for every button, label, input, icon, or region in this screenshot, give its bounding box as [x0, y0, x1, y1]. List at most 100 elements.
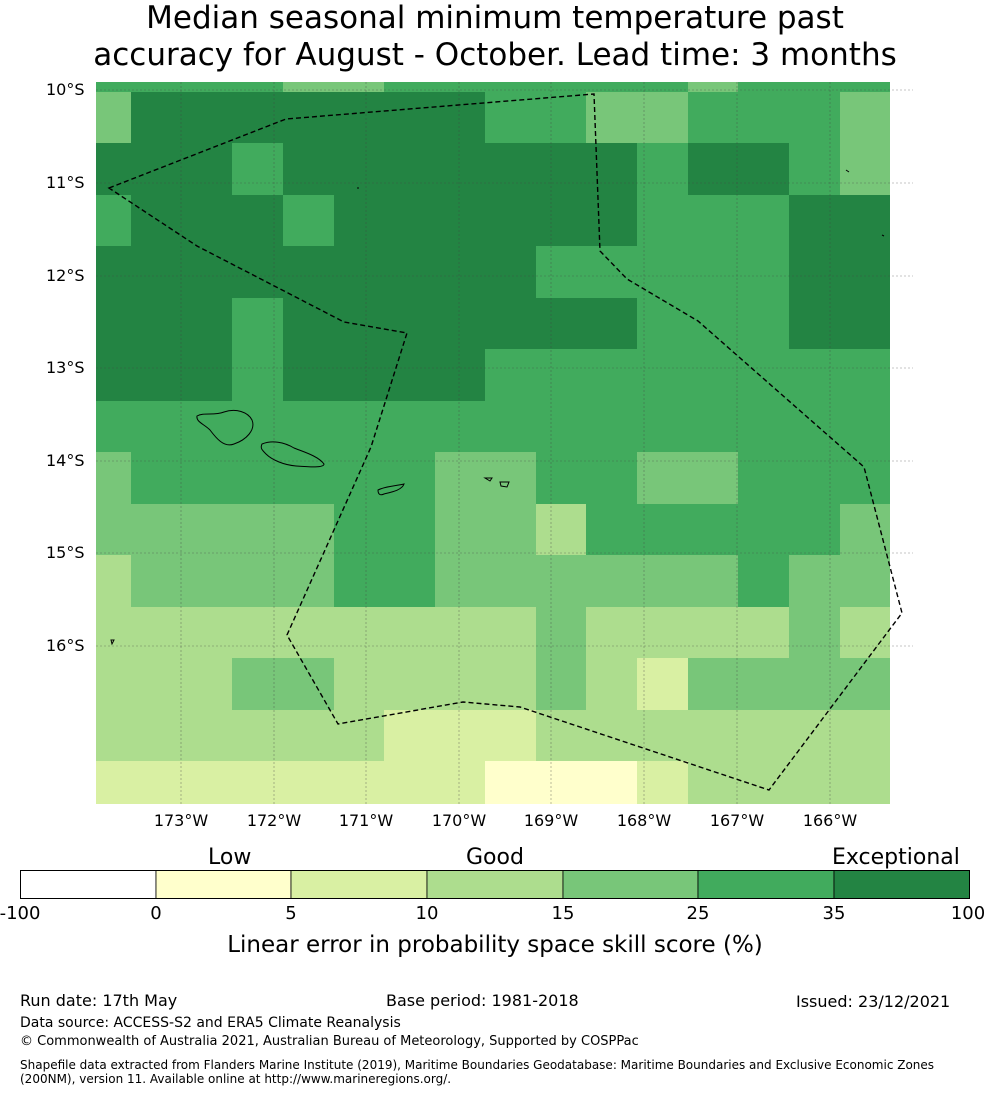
skill-cell: [96, 555, 131, 607]
skill-cell: [637, 298, 688, 349]
skill-cell: [637, 82, 688, 92]
skill-cell: [688, 555, 738, 607]
skill-cell: [232, 143, 283, 195]
skill-cell: [96, 504, 131, 555]
skill-cell: [384, 607, 435, 658]
skill-cell: [738, 82, 789, 92]
skill-cell: [840, 349, 890, 401]
skill-cell: [435, 349, 485, 401]
skill-cell: [96, 82, 131, 92]
skill-cell: [688, 710, 738, 761]
skill-cell: [384, 82, 435, 92]
colorbar-segment: [697, 870, 835, 899]
skill-cell: [232, 92, 283, 143]
skill-cell: [789, 607, 840, 658]
skill-cell: [586, 298, 637, 349]
skill-cell: [435, 452, 485, 504]
lat-label-12s: 12°S: [46, 266, 85, 285]
skill-cell: [435, 143, 485, 195]
skill-cell: [485, 607, 536, 658]
skill-cell: [586, 761, 637, 804]
small-island-east-1: [845, 169, 850, 173]
skill-cell: [232, 349, 283, 401]
lat-label-10s: 10°S: [46, 80, 85, 99]
skill-cell: [840, 658, 890, 710]
skill-cell: [840, 82, 890, 92]
skill-cell: [738, 246, 789, 298]
islands: [110, 169, 885, 646]
skill-cell: [688, 298, 738, 349]
skill-cell: [283, 401, 334, 452]
lon-label-166w: 166°W: [802, 811, 858, 830]
skill-cell: [384, 452, 435, 504]
skill-cell: [232, 195, 283, 246]
skill-cell: [181, 246, 232, 298]
skill-cell: [840, 298, 890, 349]
skill-cell: [384, 349, 435, 401]
skill-cell: [485, 246, 536, 298]
lat-label-15s: 15°S: [46, 543, 85, 562]
skill-cell: [181, 82, 232, 92]
skill-cell: [283, 195, 334, 246]
skill-cell: [283, 246, 334, 298]
shapefile-credit: Shapefile data extracted from Flanders M…: [20, 1058, 935, 1086]
skill-cell: [334, 82, 384, 92]
colorbar-segments: [20, 870, 970, 899]
skill-cell: [536, 246, 586, 298]
skill-cell: [181, 710, 232, 761]
skill-cell: [485, 349, 536, 401]
colorbar-title: Linear error in probability space skill …: [227, 932, 763, 958]
skill-cell: [96, 298, 131, 349]
skill-cell: [96, 401, 131, 452]
skill-cell: [789, 504, 840, 555]
skill-cell: [586, 452, 637, 504]
skill-cell: [688, 658, 738, 710]
upolu-island: [260, 441, 325, 468]
skill-cell: [334, 195, 384, 246]
skill-cell: [586, 607, 637, 658]
skill-cell: [232, 761, 283, 804]
manua-island-2: [499, 481, 510, 488]
skill-cell: [384, 298, 435, 349]
skill-cell: [536, 555, 586, 607]
skill-cell: [181, 349, 232, 401]
colorbar-tick-6: 35: [822, 903, 846, 924]
skill-cell: [181, 607, 232, 658]
skill-cell: [637, 555, 688, 607]
colorbar-segment: [155, 870, 292, 899]
skill-cell: [435, 92, 485, 143]
lon-label-170w: 170°W: [431, 811, 487, 830]
skill-cell: [96, 658, 131, 710]
skill-cell: [435, 607, 485, 658]
skill-cell: [485, 555, 536, 607]
skill-cell: [536, 710, 586, 761]
skill-cell: [96, 143, 131, 195]
skill-cell: [586, 658, 637, 710]
skill-cell: [637, 195, 688, 246]
skill-cell: [96, 607, 131, 658]
title-line-2: accuracy for August - October. Lead time…: [93, 37, 897, 73]
skill-cell: [485, 658, 536, 710]
skill-cell: [840, 607, 890, 658]
skill-cell: [688, 349, 738, 401]
colorbar-segment: [290, 870, 428, 899]
skill-cell: [637, 658, 688, 710]
skill-cell: [688, 82, 738, 92]
skill-cell: [384, 246, 435, 298]
skill-cell: [738, 92, 789, 143]
colorbar-tick-1: 0: [150, 903, 162, 924]
colorbar-tick-4: 15: [551, 903, 575, 924]
skill-cell: [131, 658, 181, 710]
skill-cell: [586, 401, 637, 452]
skill-cell: [232, 401, 283, 452]
skill-cell: [283, 298, 334, 349]
skill-cell: [738, 298, 789, 349]
manua-island-1: [483, 477, 493, 482]
issued-date: Issued: 23/12/2021: [796, 992, 951, 1011]
base-period: Base period: 1981-2018: [386, 991, 579, 1010]
skill-cell: [384, 143, 435, 195]
savaii-island: [196, 409, 254, 446]
skill-cell: [688, 607, 738, 658]
skill-cell: [96, 246, 131, 298]
skill-cell: [334, 298, 384, 349]
